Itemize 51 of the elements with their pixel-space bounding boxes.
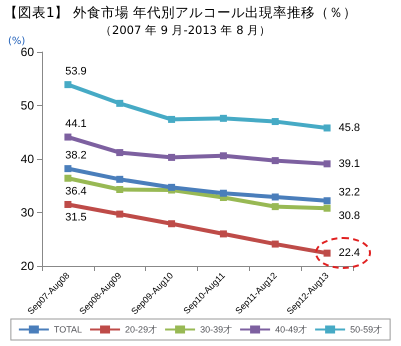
point [324, 124, 331, 132]
data-label: 39.1 [338, 158, 360, 170]
data-label: 53.9 [65, 66, 87, 78]
chart-subtitle: （2007 年 9 月-2013 年 8 月） [100, 23, 272, 38]
point [220, 152, 227, 160]
legend-label: 30-39才 [200, 324, 232, 334]
point [64, 81, 72, 88]
legend-label: 50-59才 [350, 324, 382, 334]
point [116, 100, 124, 107]
data-label: 44.1 [65, 118, 87, 130]
point [64, 165, 72, 172]
data-label: 22.4 [338, 247, 360, 260]
point [272, 118, 279, 126]
point [324, 204, 331, 212]
point [64, 134, 72, 141]
y-tick-label: 60 [20, 45, 34, 59]
point [324, 160, 331, 168]
point [272, 203, 279, 210]
point [116, 176, 124, 183]
point [220, 230, 227, 238]
point [220, 190, 227, 197]
point [324, 250, 331, 257]
point [168, 116, 176, 123]
data-label: 31.5 [65, 211, 87, 224]
data-label: 32.2 [338, 186, 360, 199]
data-label: 30.8 [338, 210, 360, 222]
y-tick-label: 20 [20, 259, 34, 273]
point [220, 114, 227, 122]
point [64, 200, 72, 208]
point [272, 157, 279, 164]
y-tick-label: 50 [20, 98, 34, 112]
legend-label: TOTAL [54, 324, 82, 334]
legend-label: 40-49才 [275, 324, 308, 334]
point [272, 193, 279, 200]
point [272, 240, 279, 248]
point [324, 197, 331, 204]
point [168, 154, 176, 161]
y-axis-title: (%) [8, 36, 26, 47]
legend-label: 20-29才 [125, 324, 158, 334]
chart-title: 【図表1】 外食市場 年代別アルコール出現率推移（％） [4, 4, 358, 22]
data-label: 36.4 [65, 185, 87, 198]
point [116, 210, 124, 218]
y-tick-label: 40 [20, 152, 34, 166]
point [64, 174, 72, 182]
data-label: 38.2 [65, 150, 87, 162]
point [116, 149, 124, 156]
y-tick-label: 30 [20, 206, 34, 220]
point [168, 184, 176, 191]
point [116, 186, 124, 193]
data-label: 45.8 [338, 122, 360, 134]
point [168, 220, 176, 228]
